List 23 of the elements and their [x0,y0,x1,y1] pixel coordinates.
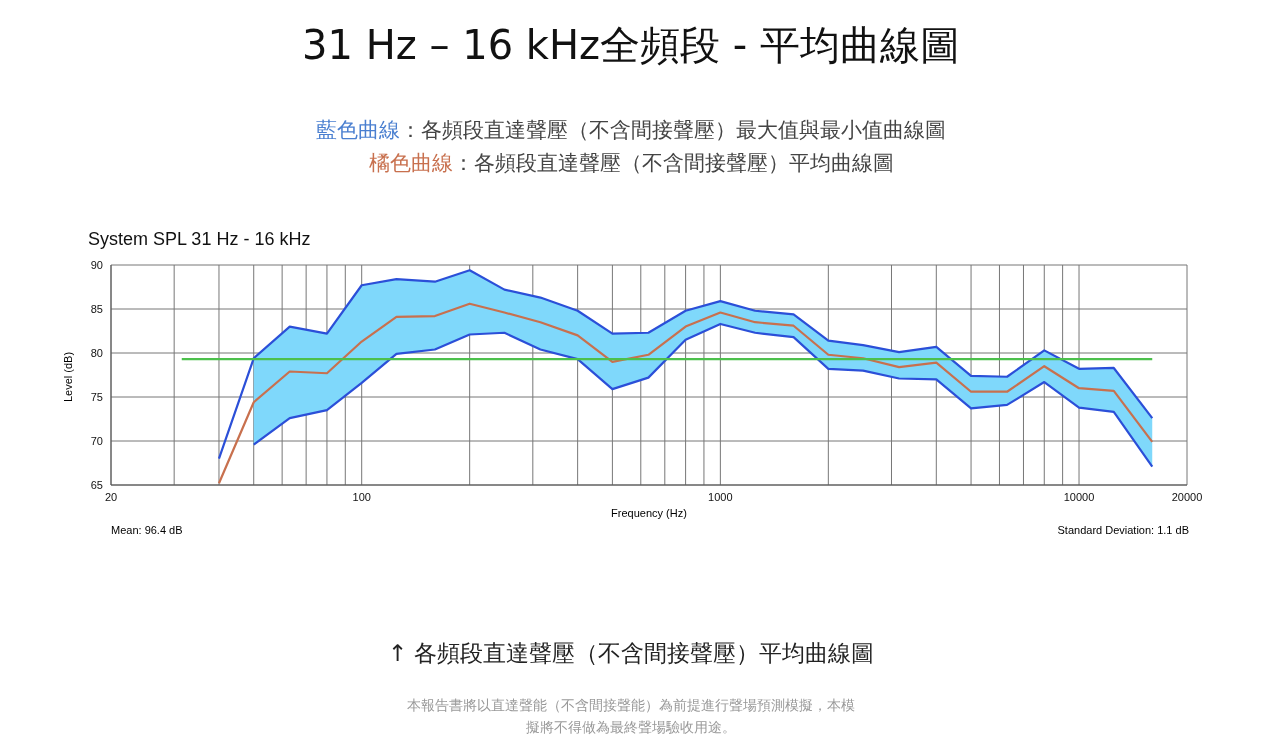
x-tick-label: 100 [352,490,371,503]
y-axis-title: Level (dB) [62,351,74,403]
y-tick-label: 75 [90,390,103,403]
line-series [217,302,1154,485]
text: 本報告書將以直達聲能（不含間接聲能）為前提進行聲場預測模擬，本模擬將不得做為最終聲場驗收用途。 [406,696,856,737]
line-series [252,322,1154,468]
y-tick-label: 90 [90,258,103,271]
chart-subtitle: System SPL 31 Hz - 16 kHz [88,229,311,250]
text: Standard Deviation: 1.1 dB [1057,524,1189,536]
chart-title: 31 Hz – 16 kHz全頻段 - 平均曲線圖 [301,21,961,70]
text: ↑ 各頻段直達聲壓（不含間接聲壓）平均曲線圖 [386,639,876,668]
x-tick-label: 20000 [1171,490,1203,503]
y-tick-label: 80 [90,346,103,359]
y-tick-label: 85 [90,302,103,315]
y-tick-label: 70 [90,434,103,447]
x-tick-label: 20 [104,490,118,503]
y-tick-label: 65 [90,478,103,491]
text: Mean: 96.4 dB [111,524,183,536]
x-tick-label: 10000 [1063,490,1095,503]
text: 藍色曲線：各頻段直達聲壓（不含間接聲壓）最大值與最小值曲線圖 [316,118,946,142]
text: 橘色曲線：各頻段直達聲壓（不含間接聲壓）平均曲線圖 [368,151,894,175]
x-axis-title: Frequency (Hz) [610,507,688,519]
x-tick-label: 1000 [708,490,733,503]
